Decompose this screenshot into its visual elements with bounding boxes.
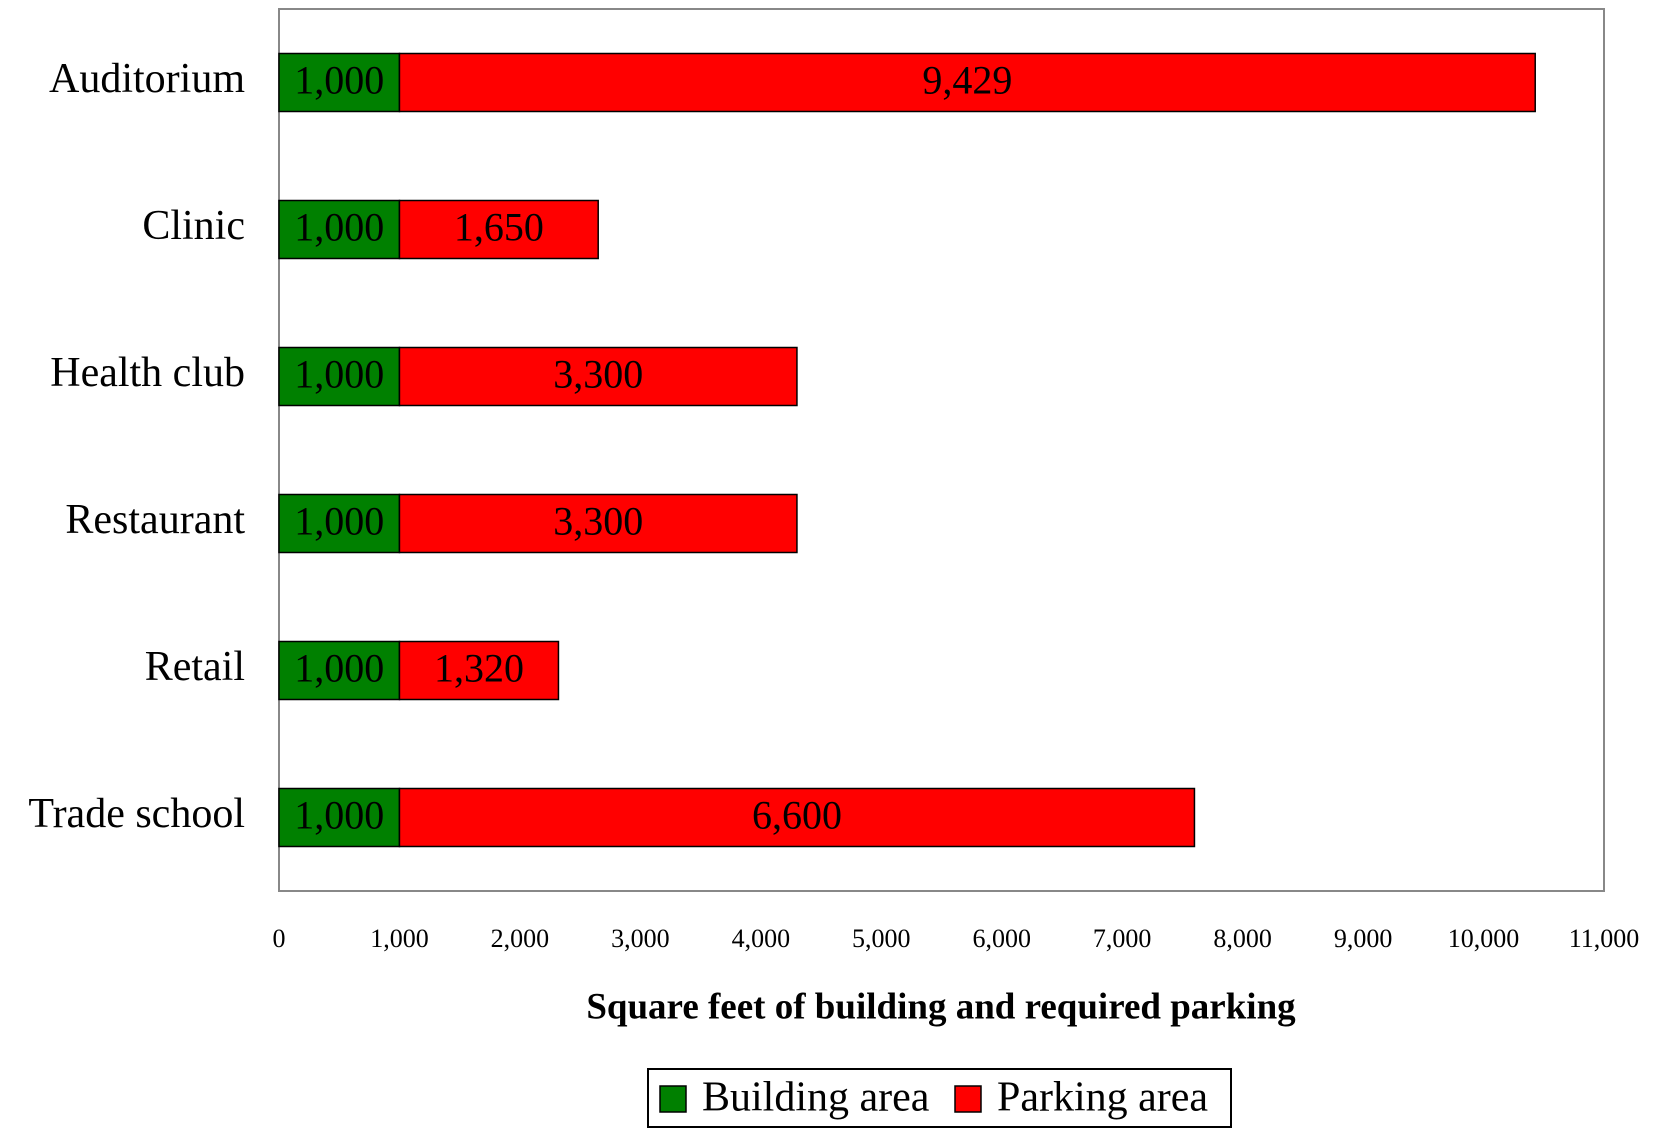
legend-box [647, 1068, 1232, 1128]
data-label: 1,000 [294, 205, 384, 250]
x-tick-label: 7,000 [1093, 924, 1152, 953]
x-tick-label: 4,000 [732, 924, 791, 953]
bar-segment [398, 52, 1536, 113]
bar-segment [278, 787, 401, 848]
x-tick-label: 5,000 [852, 924, 911, 953]
bar-segment [278, 493, 401, 554]
data-label: 1,000 [294, 499, 384, 544]
legend-swatch [659, 1085, 687, 1113]
x-tick-label: 1,000 [370, 924, 429, 953]
bar-segment [398, 787, 1196, 848]
data-label: 9,429 [922, 58, 1012, 103]
data-label: 1,000 [294, 793, 384, 838]
x-tick-label: 6,000 [972, 924, 1031, 953]
y-tick-label: Trade school [28, 791, 245, 837]
x-tick-label: 3,000 [611, 924, 670, 953]
y-tick-label: Auditorium [49, 56, 245, 102]
y-tick-label: Restaurant [65, 497, 245, 543]
x-tick-label: 9,000 [1334, 924, 1393, 953]
legend-label: Parking area [997, 1075, 1208, 1121]
legend-label: Building area [702, 1075, 930, 1121]
data-label: 6,600 [752, 793, 842, 838]
data-label: 1,650 [454, 205, 544, 250]
bar-segment [278, 640, 401, 701]
bar-segment [398, 199, 599, 260]
data-label: 1,320 [434, 646, 524, 691]
data-label: 1,000 [294, 58, 384, 103]
bar-segment [398, 640, 560, 701]
y-tick-label: Clinic [142, 203, 245, 249]
x-tick-label: 10,000 [1448, 924, 1520, 953]
legend-swatch [954, 1085, 982, 1113]
bar-segment [398, 493, 798, 554]
x-tick-label: 8,000 [1213, 924, 1272, 953]
bar-segment [278, 346, 401, 407]
x-tick-label: 2,000 [491, 924, 550, 953]
bar-segment [278, 52, 401, 113]
data-label: 3,300 [553, 499, 643, 544]
plot-frame [278, 8, 1605, 892]
x-axis-title: Square feet of building and required par… [586, 986, 1296, 1027]
y-tick-label: Retail [145, 644, 245, 690]
bar-segment [398, 346, 798, 407]
y-tick-label: Health club [50, 350, 245, 396]
data-label: 1,000 [294, 352, 384, 397]
data-label: 1,000 [294, 646, 384, 691]
x-tick-label: 11,000 [1569, 924, 1640, 953]
data-label: 3,300 [553, 352, 643, 397]
x-tick-label: 0 [273, 924, 286, 953]
